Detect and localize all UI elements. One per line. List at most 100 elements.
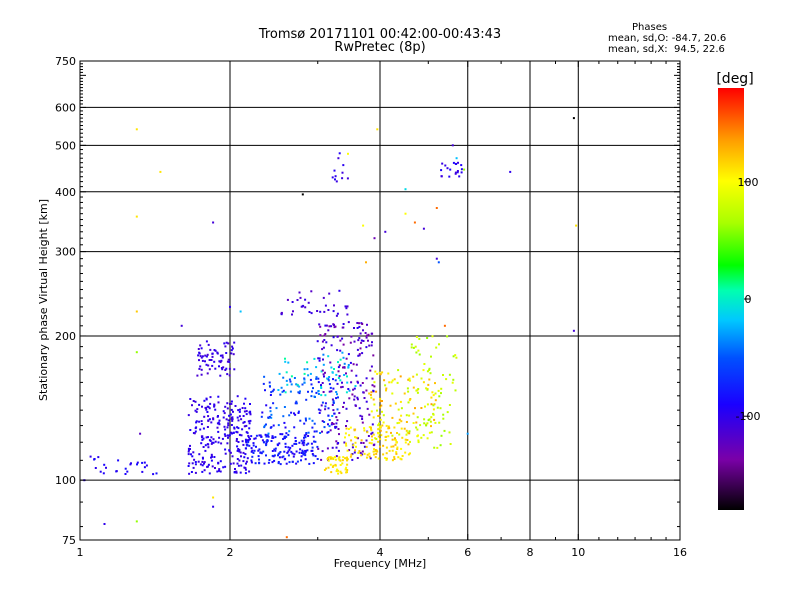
data-point <box>430 416 433 419</box>
data-point <box>324 371 326 374</box>
data-point <box>361 421 364 424</box>
data-point <box>321 382 324 384</box>
data-point <box>201 438 204 441</box>
data-point <box>237 448 240 450</box>
data-point <box>334 425 337 428</box>
data-point <box>328 425 331 428</box>
data-point <box>385 457 388 460</box>
data-point <box>199 463 202 466</box>
data-point <box>373 381 376 384</box>
data-point <box>307 374 310 377</box>
data-point <box>382 453 385 456</box>
data-point <box>227 422 230 425</box>
data-point <box>210 421 213 424</box>
data-point <box>422 434 425 437</box>
data-point <box>271 390 274 393</box>
data-point <box>202 457 204 460</box>
data-point <box>265 444 268 447</box>
data-point <box>280 386 283 389</box>
data-point <box>312 387 314 390</box>
data-point <box>211 364 214 367</box>
data-point <box>224 448 227 451</box>
data-point <box>344 457 347 460</box>
data-point <box>345 307 348 310</box>
data-point <box>328 325 331 328</box>
data-point <box>330 390 333 393</box>
data-point <box>377 431 379 434</box>
data-point <box>200 368 203 371</box>
data-point <box>265 454 267 457</box>
data-point <box>244 468 247 471</box>
data-point <box>366 407 369 410</box>
data-point <box>270 416 273 419</box>
data-point <box>194 400 197 403</box>
data-point <box>286 383 289 386</box>
data-point <box>252 442 255 445</box>
data-point <box>283 421 286 424</box>
data-point <box>409 452 411 455</box>
data-point <box>364 332 367 334</box>
data-point <box>214 367 217 370</box>
data-point <box>327 309 330 311</box>
data-point <box>336 419 339 422</box>
data-point <box>210 359 213 361</box>
data-point <box>331 422 334 424</box>
data-point <box>283 458 286 461</box>
data-point <box>336 393 338 396</box>
data-point <box>218 423 221 426</box>
data-point <box>333 324 335 326</box>
data-point <box>334 456 336 458</box>
data-point <box>361 418 364 420</box>
data-point <box>314 455 317 458</box>
data-point <box>188 462 191 465</box>
data-point <box>431 335 434 338</box>
data-point <box>180 324 183 327</box>
data-point <box>410 346 413 349</box>
data-point <box>311 453 314 455</box>
data-point <box>391 449 394 452</box>
data-point <box>194 430 197 433</box>
data-point <box>265 404 268 407</box>
data-point <box>403 427 406 430</box>
data-point <box>307 442 310 445</box>
data-point <box>396 446 399 449</box>
data-point <box>321 348 324 351</box>
data-point <box>267 461 270 464</box>
data-point <box>253 449 256 452</box>
data-point <box>208 368 211 371</box>
data-point <box>377 415 379 417</box>
data-point <box>247 436 250 439</box>
data-point <box>379 426 382 429</box>
data-point <box>350 453 353 456</box>
data-point <box>313 430 316 433</box>
data-point <box>194 461 197 463</box>
data-point <box>217 461 220 464</box>
data-point <box>124 467 127 470</box>
data-point <box>379 445 381 448</box>
data-point <box>316 310 319 312</box>
data-point <box>384 439 387 442</box>
data-point <box>341 381 343 384</box>
data-point <box>198 420 201 423</box>
data-point <box>359 384 362 387</box>
data-point <box>391 416 394 419</box>
phase-stats-title: Phases <box>632 22 668 33</box>
data-point <box>210 442 213 445</box>
data-point <box>331 176 334 179</box>
data-point <box>285 432 288 435</box>
data-point <box>431 391 434 394</box>
data-point <box>245 410 248 413</box>
data-point <box>356 348 359 351</box>
data-point <box>224 345 227 348</box>
data-point <box>321 401 324 404</box>
data-point <box>319 432 322 434</box>
data-point <box>190 471 193 473</box>
data-point <box>446 167 449 170</box>
data-point <box>412 375 415 378</box>
data-point <box>248 470 251 473</box>
data-point <box>369 393 372 396</box>
data-point <box>372 416 375 419</box>
data-point <box>135 215 138 218</box>
data-point <box>327 414 330 417</box>
data-point <box>318 359 321 362</box>
